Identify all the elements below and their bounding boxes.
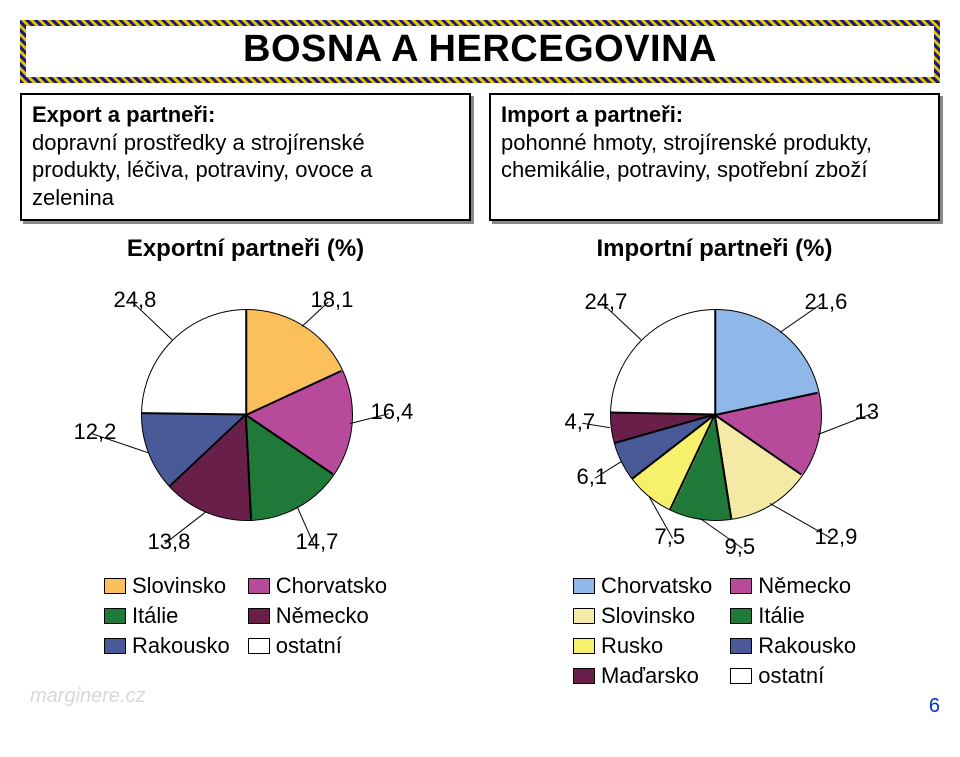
legend-item: Rusko xyxy=(573,633,712,659)
pie-label: 16,4 xyxy=(371,399,414,425)
export-legend: Slovinsko Chorvatsko Itálie Německo Rakousko… xyxy=(20,573,471,659)
legend-swatch xyxy=(573,668,595,684)
pie-label: 4,7 xyxy=(565,409,596,435)
legend-swatch xyxy=(730,668,752,684)
legend-label: Itálie xyxy=(132,603,178,629)
legend-label: ostatní xyxy=(276,633,342,659)
import-chart-title: Importní partneři (%) xyxy=(489,235,940,263)
legend-label: Rakousko xyxy=(758,633,856,659)
pie-label: 24,7 xyxy=(585,289,628,315)
legend-swatch xyxy=(104,578,126,594)
legend-swatch xyxy=(573,578,595,594)
legend-swatch xyxy=(573,608,595,624)
pie-label: 14,7 xyxy=(296,529,339,555)
pie-label: 6,1 xyxy=(577,464,608,490)
page-number: 6 xyxy=(20,695,940,718)
legend-swatch xyxy=(730,578,752,594)
legend-label: Slovinsko xyxy=(132,573,226,599)
export-desc-header: Export a partneři: xyxy=(32,102,215,127)
export-pie-chart: 18,1 16,4 14,7 13,8 12,2 24,8 xyxy=(36,269,456,569)
legend-item: ostatní xyxy=(730,663,856,689)
legend-swatch xyxy=(573,638,595,654)
legend-item: Německo xyxy=(248,603,387,629)
import-pie-chart: 21,61312,99,57,56,14,724,7 xyxy=(505,269,925,569)
pie-leader xyxy=(780,303,823,333)
export-chart-title: Exportní partneři (%) xyxy=(20,235,471,263)
legend-item: Slovinsko xyxy=(573,603,712,629)
legend-label: ostatní xyxy=(758,663,824,689)
legend-label: Rakousko xyxy=(132,633,230,659)
legend-item: ostatní xyxy=(248,633,387,659)
legend-swatch xyxy=(248,638,270,654)
pie-label: 12,9 xyxy=(815,524,858,550)
title-box: BOSNA A HERCEGOVINA xyxy=(20,20,940,83)
pie-label: 13 xyxy=(855,399,879,425)
legend-label: Chorvatsko xyxy=(276,573,387,599)
legend-swatch xyxy=(248,608,270,624)
legend-label: Slovinsko xyxy=(601,603,695,629)
legend-item: Slovinsko xyxy=(104,573,230,599)
legend-label: Německo xyxy=(758,573,851,599)
pie-label: 12,2 xyxy=(74,419,117,445)
legend-item: Německo xyxy=(730,573,856,599)
page-title: BOSNA A HERCEGOVINA xyxy=(36,28,924,71)
import-chart-column: Importní partneři (%) 21,61312,99,57,56,… xyxy=(489,235,940,689)
legend-label: Itálie xyxy=(758,603,804,629)
import-description: Import a partneři: pohonné hmoty, strojí… xyxy=(489,93,940,221)
legend-item: Chorvatsko xyxy=(573,573,712,599)
legend-item: Maďarsko xyxy=(573,663,712,689)
pie-divider xyxy=(245,310,247,415)
import-desc-body: pohonné hmoty, strojírenské produkty, ch… xyxy=(501,130,872,183)
description-row: Export a partneři: dopravní prostředky a… xyxy=(20,93,940,221)
legend-swatch xyxy=(730,608,752,624)
legend-item: Rakousko xyxy=(104,633,230,659)
legend-swatch xyxy=(104,638,126,654)
pie-label: 24,8 xyxy=(114,287,157,313)
legend-item: Itálie xyxy=(730,603,856,629)
export-chart-column: Exportní partneři (%) 18,1 16,4 14,7 13,8 12… xyxy=(20,235,471,689)
legend-label: Chorvatsko xyxy=(601,573,712,599)
pie-leader xyxy=(770,503,833,539)
legend-label: Rusko xyxy=(601,633,663,659)
pie-label: 18,1 xyxy=(311,287,354,313)
legend-item: Rakousko xyxy=(730,633,856,659)
legend-item: Itálie xyxy=(104,603,230,629)
legend-swatch xyxy=(248,578,270,594)
legend-swatch xyxy=(104,608,126,624)
export-desc-body: dopravní prostředky a strojírenské produ… xyxy=(32,130,372,210)
legend-swatch xyxy=(730,638,752,654)
pie-divider xyxy=(714,310,716,415)
import-legend: Chorvatsko Německo Slovinsko Itálie Rusko Rak… xyxy=(489,573,940,689)
legend-label: Maďarsko xyxy=(601,663,699,689)
import-desc-header: Import a partneři: xyxy=(501,102,683,127)
legend-item: Chorvatsko xyxy=(248,573,387,599)
pie-label: 7,5 xyxy=(655,524,686,550)
charts-row: Exportní partneři (%) 18,1 16,4 14,7 13,8 12… xyxy=(20,235,940,689)
export-description: Export a partneři: dopravní prostředky a… xyxy=(20,93,471,221)
legend-label: Německo xyxy=(276,603,369,629)
pie-label: 13,8 xyxy=(148,529,191,555)
